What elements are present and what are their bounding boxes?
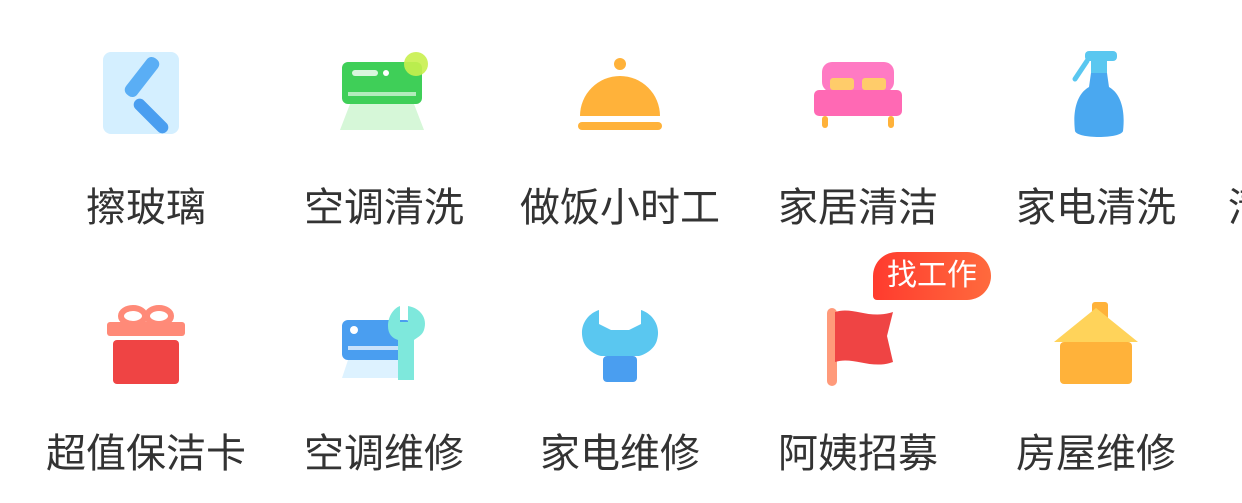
red-flag-icon (803, 290, 913, 400)
service-item-ac-cleaning[interactable]: 空调清洗 (264, 0, 504, 231)
air-conditioner-icon (329, 40, 439, 150)
service-item-appliance-repair[interactable]: 家电维修 (500, 250, 740, 477)
service-item-cleaning-card[interactable]: 超值保洁卡 (26, 250, 266, 477)
service-label: 做饭小时工 (520, 185, 720, 231)
food-cloche-icon (565, 40, 675, 150)
spray-bottle-icon (1041, 40, 1151, 150)
job-search-badge[interactable]: 找工作 (873, 252, 991, 300)
service-label: 家电清洗 (1016, 185, 1176, 231)
wrench-icon (565, 290, 675, 400)
service-label: 家电维修 (540, 431, 700, 477)
gift-box-icon (91, 290, 201, 400)
service-label: 空调维修 (304, 431, 464, 477)
window-wiper-icon (91, 40, 201, 150)
service-item-home-cleaning[interactable]: 家居清洁 (738, 0, 978, 231)
service-label: 房屋维修 (1016, 431, 1176, 477)
service-label: 阿姨招募 (778, 431, 938, 477)
service-item-appliance-cleaning[interactable]: 家电清洗 (976, 0, 1216, 231)
service-item-window-cleaning[interactable]: 擦玻璃 (26, 0, 266, 231)
service-label: 空调清洗 (304, 185, 464, 231)
service-item-ac-repair[interactable]: 空调维修 (264, 250, 504, 477)
service-item-house-repair[interactable]: 房屋维修 (976, 250, 1216, 477)
partial-next-service-label: 清 (1228, 182, 1242, 234)
house-icon (1041, 290, 1151, 400)
service-label: 超值保洁卡 (46, 431, 246, 477)
ac-repair-wrench-icon (329, 290, 439, 400)
service-item-nanny-recruitment[interactable]: 阿姨招募 (738, 250, 978, 477)
bed-icon (803, 40, 913, 150)
service-label: 擦玻璃 (86, 185, 206, 231)
service-label: 家居清洁 (778, 185, 938, 231)
service-item-cooking[interactable]: 做饭小时工 (500, 0, 740, 231)
